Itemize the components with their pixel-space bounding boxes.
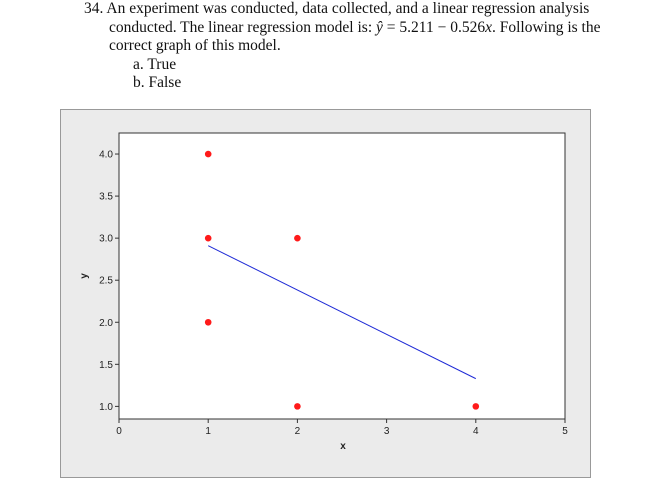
y-tick-label: 3.5 bbox=[99, 192, 113, 203]
question-text-line-1: An experiment was conducted, data collec… bbox=[106, 0, 590, 17]
data-point bbox=[472, 403, 480, 410]
x-tick-label: 4 bbox=[473, 426, 479, 437]
scatter-chart: 0 1 2 3 4 5 1.0 1.5 2.0 2.5 3.0 3.5 4.0 x y bbox=[79, 132, 568, 452]
data-point bbox=[294, 234, 301, 242]
question-text-line-2-start: conducted. The linear regression model i… bbox=[109, 18, 377, 36]
y-axis-label: y bbox=[79, 273, 90, 279]
option-b[interactable]: b. False bbox=[84, 74, 650, 93]
option-a-letter: a. bbox=[133, 55, 144, 73]
question-line-1: 34. An experiment was conducted, data co… bbox=[84, 0, 650, 19]
marks-layer bbox=[204, 150, 480, 410]
option-b-text: False bbox=[148, 74, 182, 91]
question-block: 34. An experiment was conducted, data co… bbox=[84, 0, 650, 93]
data-point bbox=[204, 150, 212, 158]
y-tick-label: 2.0 bbox=[99, 318, 113, 329]
data-point bbox=[204, 234, 212, 242]
option-a[interactable]: a. True bbox=[84, 56, 650, 75]
x-tick-label: 5 bbox=[562, 426, 568, 437]
equation-x: x bbox=[485, 18, 492, 36]
question-number: 34. bbox=[84, 0, 104, 17]
chart-figure: 0 1 2 3 4 5 1.0 1.5 2.0 2.5 3.0 3.5 4.0 x y bbox=[60, 109, 591, 478]
x-tick-label: 3 bbox=[384, 426, 390, 437]
x-tick-label: 1 bbox=[205, 426, 211, 437]
regression-line bbox=[207, 245, 477, 380]
x-tick-label: 0 bbox=[116, 426, 122, 437]
axes-layer: 0 1 2 3 4 5 1.0 1.5 2.0 2.5 3.0 3.5 4.0 bbox=[99, 150, 568, 437]
data-point bbox=[204, 318, 212, 326]
equation-body: = 5.211 − 0.526 bbox=[382, 18, 486, 36]
y-tick-label: 1.0 bbox=[99, 402, 113, 413]
data-point bbox=[294, 403, 301, 410]
question-line-2: conducted. The linear regression model i… bbox=[84, 19, 650, 38]
equation-yhat: ŷ bbox=[376, 18, 383, 36]
option-a-text: True bbox=[147, 55, 177, 73]
y-tick-label: 1.5 bbox=[99, 360, 113, 371]
x-tick-label: 2 bbox=[295, 426, 301, 437]
y-tick-label: 2.5 bbox=[99, 276, 113, 287]
plot-area bbox=[118, 132, 566, 420]
question-text-line-2-end: . Following is the bbox=[491, 18, 601, 36]
x-axis-label: x bbox=[340, 441, 346, 452]
y-tick-label: 3.0 bbox=[99, 234, 113, 245]
question-line-3: correct graph of this model. bbox=[109, 37, 281, 54]
option-b-letter: b. bbox=[133, 74, 145, 91]
y-tick-label: 4.0 bbox=[99, 150, 113, 161]
